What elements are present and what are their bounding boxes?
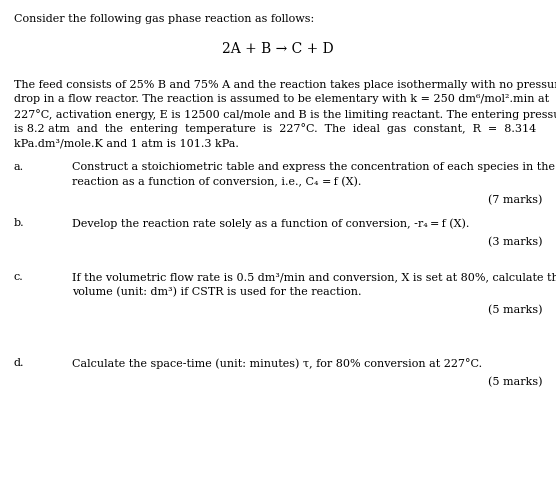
Text: (5 marks): (5 marks) [488,305,542,315]
Text: reaction as a function of conversion, i.e., C₄ = f (X).: reaction as a function of conversion, i.… [72,177,361,187]
Text: kPa.dm³/mole.K and 1 atm is 101.3 kPa.: kPa.dm³/mole.K and 1 atm is 101.3 kPa. [14,138,239,148]
Text: a.: a. [14,162,24,172]
Text: c.: c. [14,272,24,282]
Text: Construct a stoichiometric table and express the concentration of each species i: Construct a stoichiometric table and exp… [72,162,555,172]
Text: Develop the reaction rate solely as a function of conversion, -r₄ = f (X).: Develop the reaction rate solely as a fu… [72,218,469,229]
Text: Calculate the space-time (unit: minutes) τ, for 80% conversion at 227°C.: Calculate the space-time (unit: minutes)… [72,358,482,369]
Text: (3 marks): (3 marks) [488,237,542,247]
Text: If the volumetric flow rate is 0.5 dm³/min and conversion, X is set at 80%, calc: If the volumetric flow rate is 0.5 dm³/m… [72,272,556,282]
Text: d.: d. [14,358,24,368]
Text: (5 marks): (5 marks) [488,376,542,387]
Text: (7 marks): (7 marks) [488,195,542,205]
Text: volume (unit: dm³) if CSTR is used for the reaction.: volume (unit: dm³) if CSTR is used for t… [72,286,361,297]
Text: b.: b. [14,218,24,228]
Text: 2A + B → C + D: 2A + B → C + D [222,42,334,56]
Text: drop in a flow reactor. The reaction is assumed to be elementary with k = 250 dm: drop in a flow reactor. The reaction is … [14,94,549,104]
Text: Consider the following gas phase reaction as follows:: Consider the following gas phase reactio… [14,14,314,24]
Text: is 8.2 atm  and  the  entering  temperature  is  227°C.  The  ideal  gas  consta: is 8.2 atm and the entering temperature … [14,123,536,134]
Text: 227°C, activation energy, E is 12500 cal/mole and B is the limiting reactant. Th: 227°C, activation energy, E is 12500 cal… [14,109,556,120]
Text: The feed consists of 25% B and 75% A and the reaction takes place isothermally w: The feed consists of 25% B and 75% A and… [14,80,556,90]
